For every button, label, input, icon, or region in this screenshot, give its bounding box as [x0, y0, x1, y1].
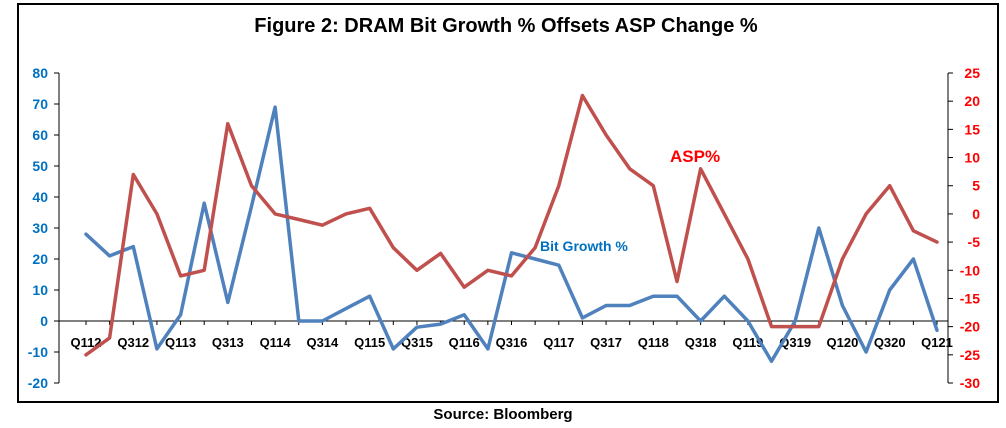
left-y-axis: 80 70 60 50 40 30 20 10 0 -10 -20 — [28, 65, 60, 391]
asp-line — [84, 93, 939, 357]
left-axis-tick-label: 0 — [40, 313, 48, 329]
x-axis-tick-label: Q313 — [212, 335, 244, 350]
right-axis-tick-label: 0 — [972, 206, 980, 222]
right-axis-tick-label: -30 — [960, 375, 980, 391]
right-axis-tick-label: 5 — [972, 178, 980, 194]
x-axis-tick-label: Q118 — [638, 335, 669, 350]
x-axis-tick-label: Q312 — [117, 335, 149, 350]
chart-title: Figure 2: DRAM Bit Growth % Offsets ASP … — [254, 15, 758, 37]
x-axis-tick-label: Q113 — [165, 335, 196, 350]
bit-growth-line — [84, 105, 939, 364]
left-axis-tick-label: 80 — [32, 65, 48, 81]
right-axis-tick-label: 25 — [964, 65, 980, 81]
right-axis-tick-label: -25 — [960, 347, 980, 363]
x-axis-tick-label: Q121 — [921, 335, 953, 350]
x-axis-tick-label: Q120 — [827, 335, 859, 350]
x-axis-tick-label: Q314 — [306, 335, 339, 350]
x-axis-tick-label: Q112 — [70, 335, 101, 350]
left-axis-tick-label: 40 — [32, 189, 48, 205]
left-axis-tick-label: -10 — [28, 344, 48, 360]
x-axis-tick-label: Q318 — [685, 335, 717, 350]
right-axis-tick-label: 20 — [964, 93, 980, 109]
annotation-asp: ASP% — [670, 147, 720, 166]
left-axis-tick-label: 10 — [32, 282, 48, 298]
left-axis-tick-label: -20 — [28, 375, 48, 391]
x-axis-tick-label: Q320 — [874, 335, 906, 350]
right-axis-tick-label: -5 — [968, 234, 981, 250]
right-axis-tick-label: -15 — [960, 290, 980, 306]
x-axis-tick-label: Q114 — [260, 335, 292, 350]
right-axis-tick-label: 10 — [964, 150, 980, 166]
right-axis-tick-label: -20 — [960, 319, 980, 335]
right-y-axis: 25 20 15 10 5 0 -5 -10 -15 -20 -25 -30 — [947, 65, 981, 391]
x-axis-tick-label: Q317 — [590, 335, 622, 350]
left-axis-tick-label: 20 — [32, 251, 48, 267]
left-axis-tick-label: 50 — [32, 158, 48, 174]
left-axis-tick-label: 30 — [32, 220, 48, 236]
x-axis-tick-label: Q315 — [401, 335, 433, 350]
x-axis-tick-label: Q119 — [732, 335, 763, 350]
source-caption: Source: Bloomberg — [433, 406, 573, 423]
x-axis-tick-label: Q117 — [543, 335, 574, 350]
left-axis-tick-label: 60 — [32, 127, 48, 143]
annotation-bit-growth: Bit Growth % — [540, 238, 628, 254]
series-layer — [84, 93, 939, 364]
x-axis-tick-label: Q116 — [449, 335, 480, 350]
right-axis-tick-label: 15 — [964, 121, 980, 137]
x-axis-tick-label: Q316 — [496, 335, 528, 350]
x-axis-tick-label: Q115 — [354, 335, 385, 350]
x-axis: Q112 Q312 Q113 Q313 Q114 Q314 Q115 Q315 Q116 Q316… — [59, 320, 953, 350]
right-axis-tick-label: -10 — [960, 262, 980, 278]
chart-frame — [17, 3, 999, 403]
left-axis-tick-label: 70 — [32, 96, 48, 112]
x-axis-tick-label: Q319 — [779, 335, 811, 350]
